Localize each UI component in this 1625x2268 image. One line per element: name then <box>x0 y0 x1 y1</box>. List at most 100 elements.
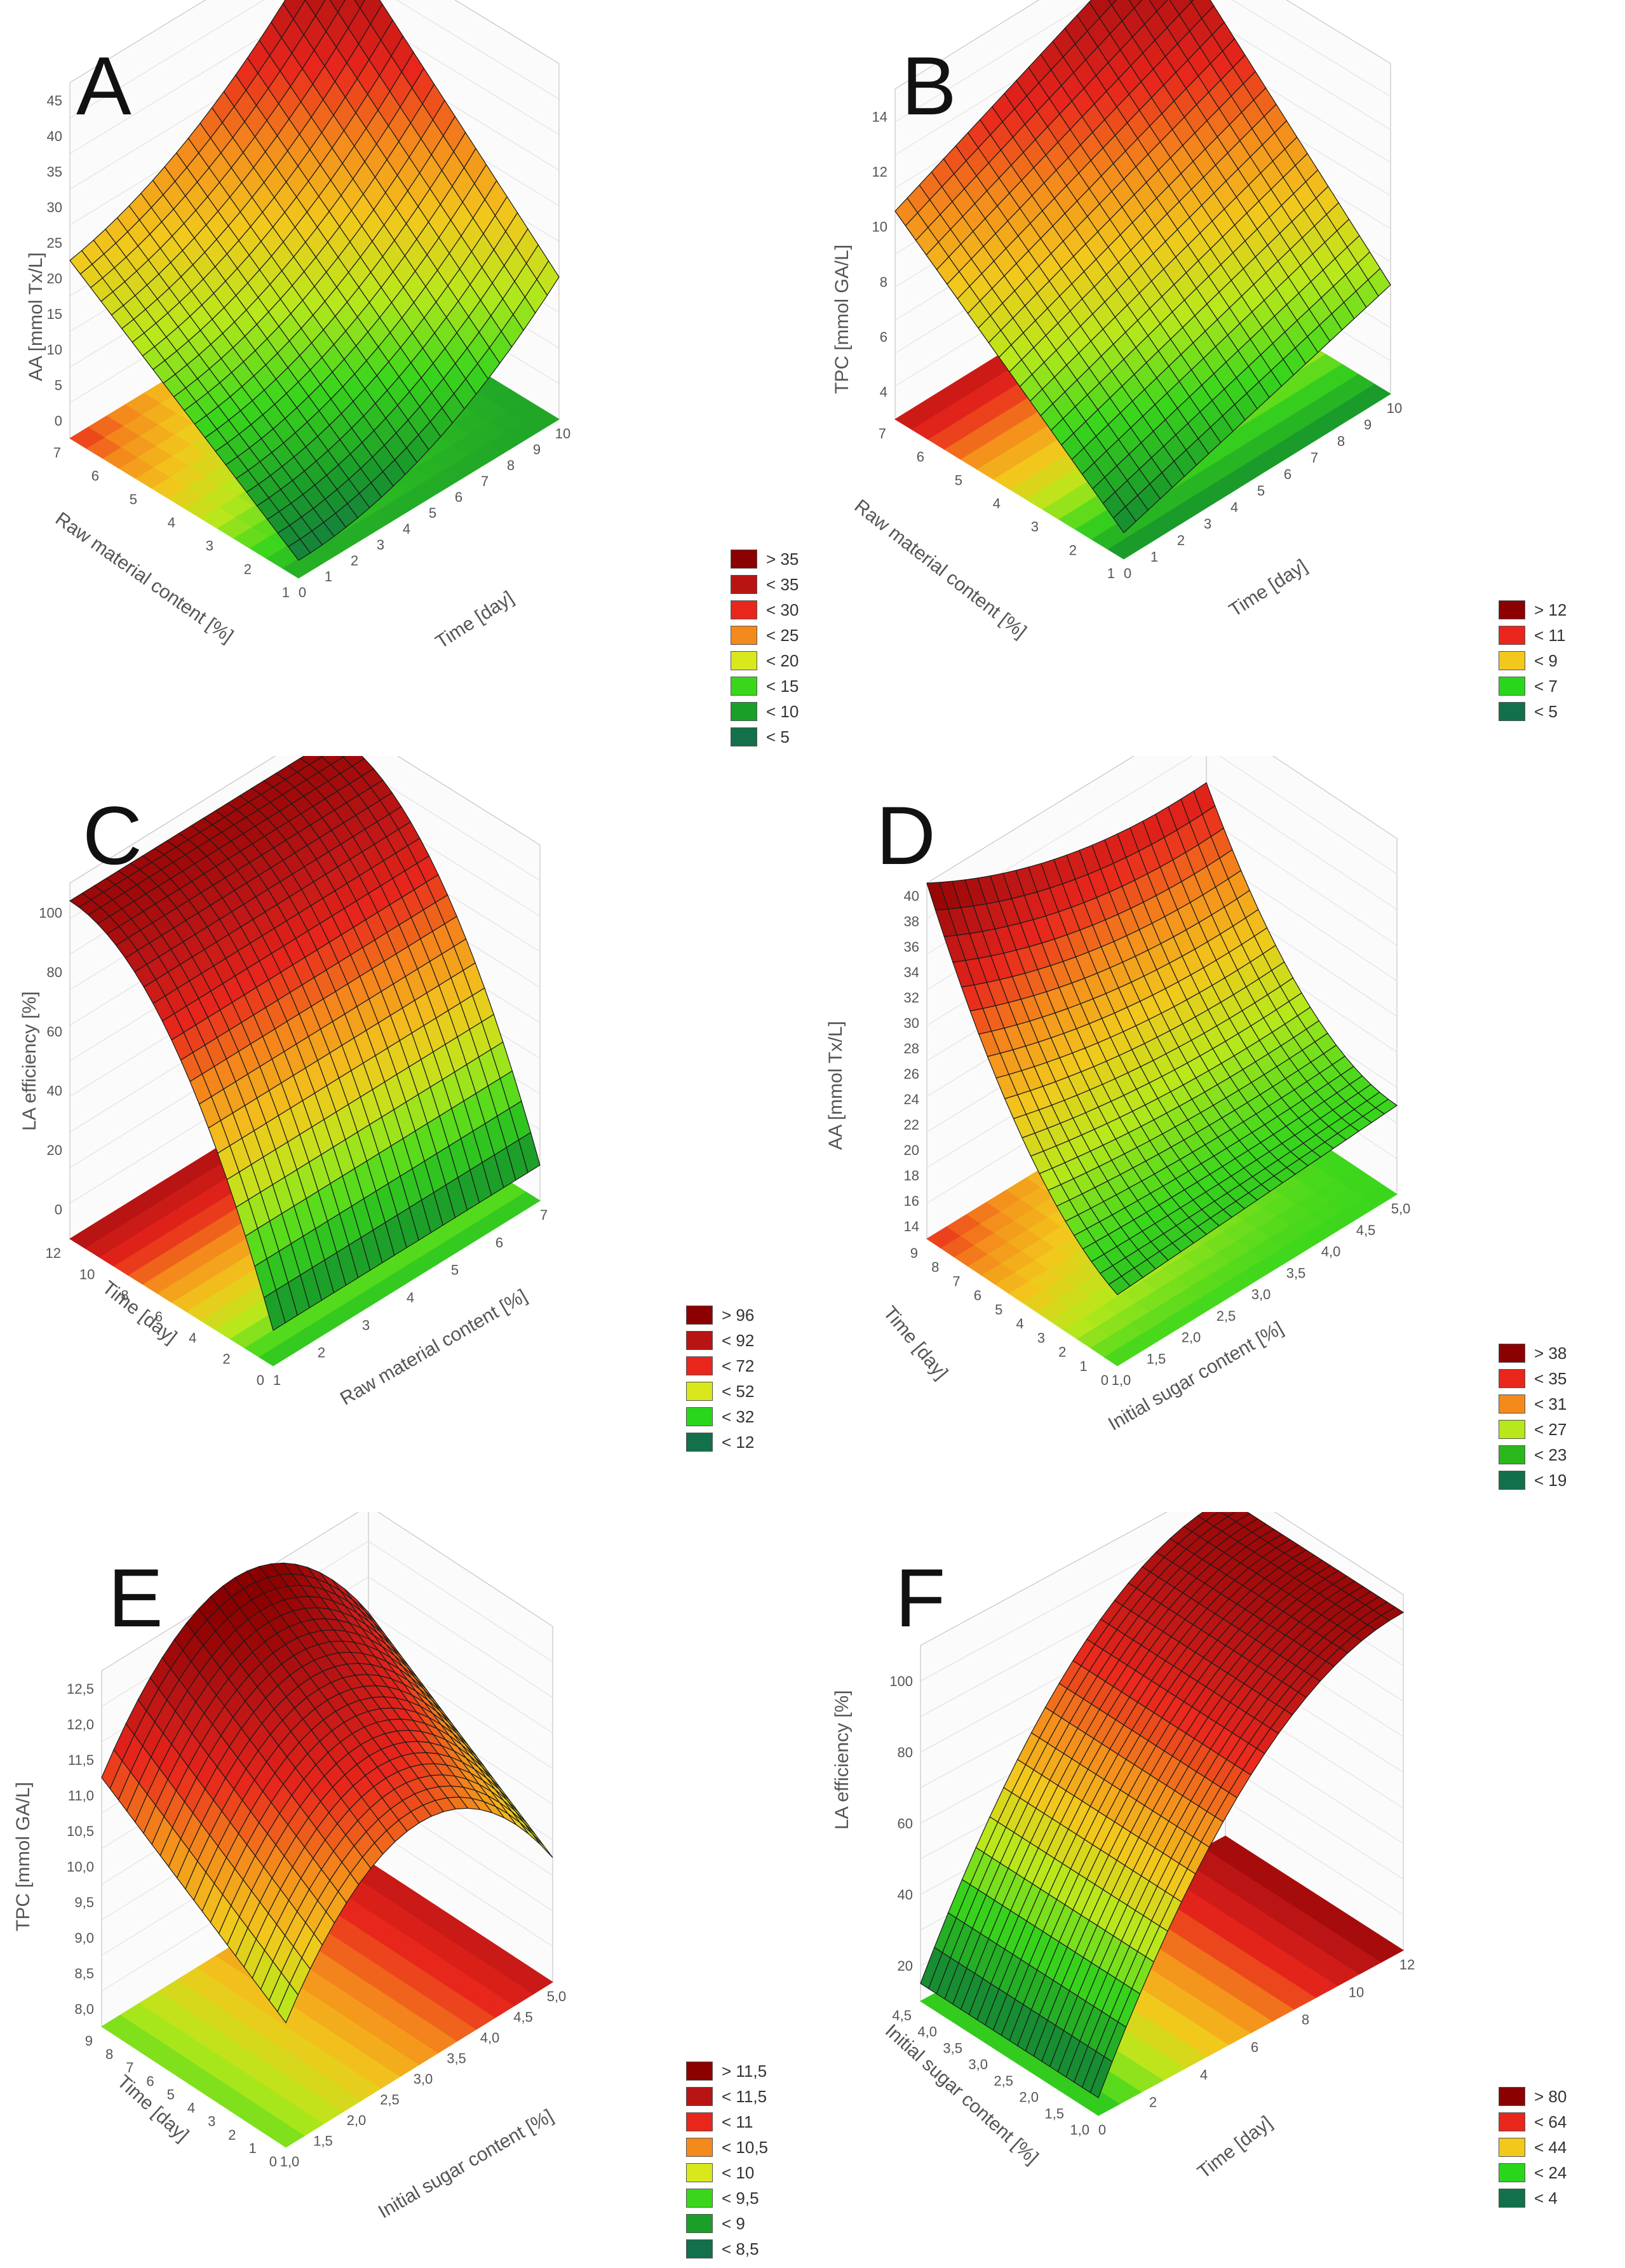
z-tick-label: 8 <box>880 274 887 290</box>
x-tick-label: 1 <box>1150 549 1158 565</box>
x-tick-label: 7 <box>540 1207 548 1223</box>
legend-label: < 7 <box>1534 676 1558 696</box>
y-tick-label: 9 <box>85 2033 93 2049</box>
z-tick-label: 10 <box>47 342 62 358</box>
legend-label: < 5 <box>1534 701 1558 721</box>
x-tick-label: 2,5 <box>1217 1308 1236 1324</box>
y-tick-label: 12 <box>46 1245 61 1261</box>
legend-swatch <box>686 1356 713 1375</box>
z-tick-label: 22 <box>904 1117 919 1133</box>
y-tick-label: 0 <box>1101 1372 1109 1388</box>
legend-swatch <box>686 2214 713 2233</box>
legend-item: < 25 <box>731 623 799 648</box>
z-tick-label: 100 <box>39 905 62 921</box>
z-tick-label: 9,0 <box>74 1930 94 1946</box>
x-tick-label: 9 <box>533 442 541 457</box>
z-tick-label: 20 <box>47 1142 62 1158</box>
y-tick-label: 3,5 <box>943 2040 962 2056</box>
legend-swatch <box>1499 1471 1525 1490</box>
legend-swatch <box>1499 1344 1525 1363</box>
legend-item: < 27 <box>1499 1417 1567 1442</box>
legend-c: > 96 < 92 < 72 < 52 < 32 < 12 <box>686 1302 754 1455</box>
surface-cell <box>1089 2056 1113 2098</box>
legend-label: < 19 <box>1534 1470 1567 1490</box>
x-tick-label: 3,0 <box>414 2071 433 2087</box>
legend-swatch <box>1499 1369 1525 1388</box>
x-tick-label: 1,0 <box>1112 1372 1131 1388</box>
legend-label: < 35 <box>1534 1368 1567 1388</box>
legend-swatch <box>686 2112 713 2131</box>
legend-item: < 9 <box>686 2211 768 2236</box>
z-axis-label-e: TPC [mmol GA/L] <box>13 1781 34 1931</box>
wall-gridline <box>926 756 1398 919</box>
x-tick-label: 0 <box>1098 2122 1106 2138</box>
y-tick-label: 3 <box>1031 519 1039 535</box>
legend-item: < 92 <box>686 1328 754 1353</box>
z-tick-label: 11,0 <box>68 1788 94 1804</box>
x-tick-label: 2,0 <box>1182 1330 1201 1346</box>
z-tick-label: 20 <box>904 1142 919 1158</box>
surface-plot-f: 20 40 60 80 100 0 2 4 6 8 10 12 1,0 1,5 2,0 2,5 3,0 3,5 4,… <box>889 1512 1415 2138</box>
z-tick-label: 34 <box>904 964 919 980</box>
z-tick-label: 45 <box>47 93 62 109</box>
legend-swatch <box>731 626 757 645</box>
wall-gridline <box>69 0 560 119</box>
y-tick-label: 4 <box>1016 1316 1023 1332</box>
legend-swatch <box>1499 626 1525 645</box>
wall-gridline <box>894 0 1391 156</box>
z-axis-label-a: AA [mmol Tx/L] <box>25 252 46 381</box>
legend-item: < 11 <box>686 2109 768 2135</box>
surface-plot-d: 14161820222426283032343638401,01,52,02,5… <box>904 756 1410 1388</box>
legend-swatch <box>731 677 757 696</box>
panel-a: 0 5 10 15 20 25 30 35 40 45 0 1 2 3 4 5 6 7 8 9 10 1 2 3 4 5 6 7 A … <box>0 0 812 756</box>
panel-d: 14 16 18 20 22 24 26 28 30 32 34 36 38 40 1,0 1,5 2,0 2,5… <box>812 756 1625 1512</box>
legend-label: < 27 <box>1534 1419 1567 1439</box>
z-axis-label-c: LA efficiency [%] <box>19 991 40 1131</box>
panel-letter-f: F <box>895 1551 946 1644</box>
legend-swatch <box>1499 1420 1525 1439</box>
y-tick-label: 9 <box>910 1245 918 1261</box>
x-tick-label: 1 <box>325 569 332 584</box>
z-tick-label: 15 <box>47 306 62 322</box>
legend-swatch <box>1499 651 1525 670</box>
x-tick-label: 10 <box>555 426 570 442</box>
surface-cell <box>1108 1276 1131 1295</box>
panel-letter-c: C <box>83 789 142 882</box>
legend-item: < 11,5 <box>686 2084 768 2109</box>
legend-label: < 64 <box>1534 2112 1567 2131</box>
z-tick-label: 8,0 <box>74 2001 94 2017</box>
legend-label: < 12 <box>722 1432 755 1452</box>
surface-cell <box>277 1983 299 2024</box>
x-tick-label: 0 <box>299 584 306 600</box>
y-tick-label: 4 <box>993 496 1001 511</box>
z-tick-label: 6 <box>880 329 887 345</box>
legend-label: < 10 <box>766 701 799 721</box>
legend-item: > 96 <box>686 1302 754 1328</box>
panel-letter-e: E <box>108 1551 163 1644</box>
x-tick-label: 3 <box>362 1317 370 1333</box>
legend-label: < 10 <box>722 2163 755 2182</box>
panel-letter-d: D <box>876 789 936 882</box>
legend-swatch <box>731 702 757 721</box>
legend-f: > 80 < 64 < 44 < 24 < 4 <box>1499 2084 1567 2211</box>
z-tick-label: 30 <box>904 1015 919 1031</box>
y-tick-label: 1,0 <box>1070 2122 1089 2138</box>
z-tick-label: 80 <box>47 964 62 980</box>
legend-swatch <box>1499 677 1525 696</box>
legend-swatch <box>1499 1394 1525 1414</box>
x-tick-label: 3,0 <box>1251 1286 1271 1302</box>
x-tick-label: 1,0 <box>280 2154 300 2170</box>
y-tick-label: 2 <box>1058 1344 1066 1360</box>
y-tick-label: 7 <box>952 1273 960 1289</box>
legend-item: < 30 <box>731 597 799 623</box>
y-tick-label: 10 <box>79 1266 95 1282</box>
legend-label: < 11 <box>1534 625 1566 645</box>
surface-cell <box>263 1289 286 1331</box>
legend-label: < 9,5 <box>722 2188 759 2208</box>
x-tick-label: 2 <box>351 553 358 569</box>
legend-label: < 15 <box>766 676 799 696</box>
legend-swatch <box>1499 2189 1525 2208</box>
z-tick-label: 10,5 <box>67 1823 94 1839</box>
y-tick-label: 2,0 <box>1019 2089 1039 2105</box>
